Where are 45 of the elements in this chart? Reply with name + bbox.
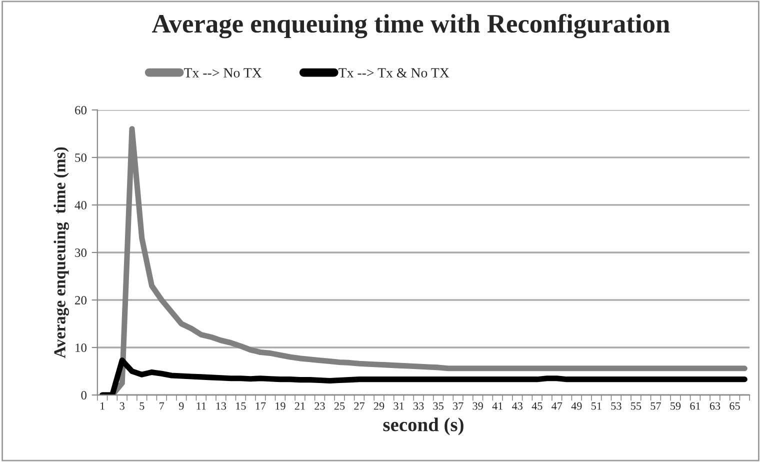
x-tick-label: 59 <box>670 402 681 410</box>
x-tick-label: 49 <box>571 402 582 410</box>
x-tick-label: 63 <box>710 402 720 410</box>
y-tick-label: 30 <box>75 248 87 257</box>
x-tick-label: 51 <box>592 402 602 410</box>
y-tick-label: 0 <box>81 391 87 400</box>
x-tick-label: 35 <box>433 402 444 410</box>
x-tick-label: 29 <box>374 402 384 410</box>
x-tick-label: 43 <box>512 402 522 410</box>
x-tick-label: 11 <box>196 402 206 410</box>
x-tick-label: 39 <box>472 402 483 410</box>
x-tick-label: 25 <box>334 402 345 410</box>
x-tick-label: 3 <box>120 402 124 410</box>
x-tick-label: 61 <box>690 402 700 410</box>
legend-label: Tx --> Tx & No TX <box>338 68 450 78</box>
y-tick-label: 20 <box>75 296 87 304</box>
x-tick-label: 17 <box>256 402 266 410</box>
x-tick-label: 27 <box>354 402 365 410</box>
x-tick-label: 19 <box>276 402 286 410</box>
y-tick-label: 10 <box>76 344 87 352</box>
legend-label: Tx --> No TX <box>184 68 262 78</box>
x-tick-label: 23 <box>314 402 325 410</box>
x-tick-label: 1 <box>100 402 104 410</box>
x-tick-label: 31 <box>394 402 404 410</box>
x-tick-label: 65 <box>730 402 740 410</box>
x-tick-label: 21 <box>294 402 305 410</box>
x-tick-label: 33 <box>414 402 424 410</box>
y-tick-label: 50 <box>75 153 87 162</box>
y-tick-label: 60 <box>75 106 87 114</box>
chart-title: Average enqueuing time with Reconfiguration <box>152 14 670 38</box>
x-tick-label: 5 <box>140 402 144 410</box>
x-tick-label: 7 <box>160 402 164 410</box>
x-tick-label: 57 <box>650 402 661 410</box>
y-tick-label: 40 <box>74 201 87 210</box>
x-tick-label: 53 <box>611 402 622 410</box>
x-tick-label: 47 <box>552 402 562 410</box>
x-tick-label: 13 <box>216 402 226 410</box>
x-tick-label: 9 <box>178 402 184 410</box>
x-tick-label: 41 <box>492 402 502 410</box>
x-tick-label: 15 <box>236 402 246 410</box>
x-tick-label: 45 <box>532 402 542 410</box>
x-axis-title: second (s) <box>383 418 464 436</box>
x-tick-label: 55 <box>631 402 642 410</box>
y-axis-title: Average enqueuing time (ms) <box>54 147 69 358</box>
x-tick-label: 37 <box>453 402 464 410</box>
